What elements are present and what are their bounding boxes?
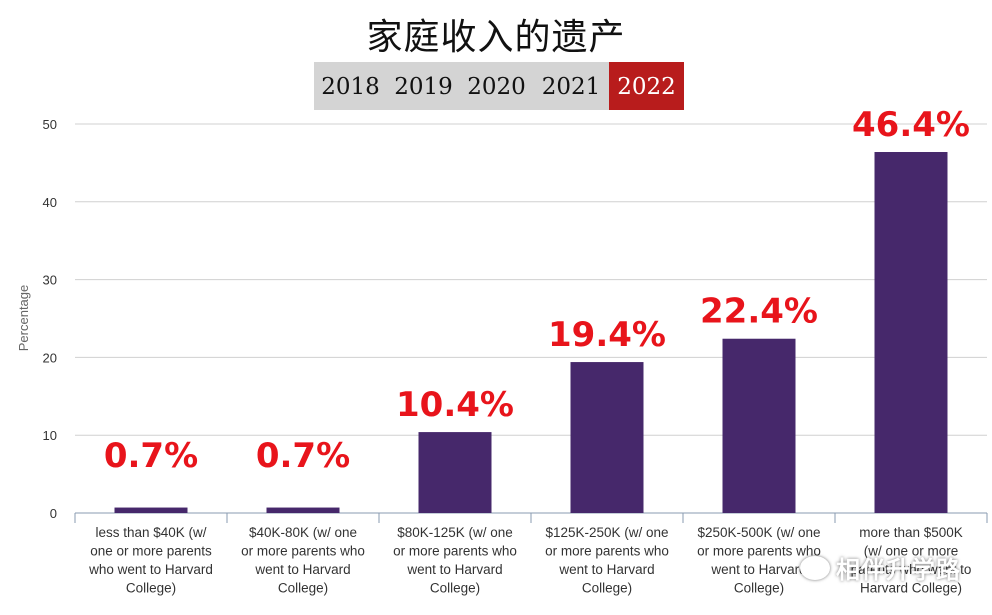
x-tick-label: went to Harvard: [254, 562, 350, 577]
watermark-text: 相伴升学路: [836, 556, 961, 584]
x-tick-label: went to Harvard: [710, 562, 806, 577]
y-tick-label: 30: [43, 273, 57, 288]
y-tick-label: 0: [50, 506, 57, 521]
data-label: 22.4%: [700, 292, 818, 332]
y-tick-label: 50: [43, 117, 57, 132]
y-tick-label: 20: [43, 350, 57, 365]
year-tab-bar: 2018 2019 2020 2021 2022: [314, 62, 684, 110]
bar: [874, 152, 948, 513]
x-tick-label: went to Harvard: [406, 562, 502, 577]
bar: [418, 432, 492, 513]
x-tick-label: parents who went to: [851, 562, 972, 577]
tab-2020[interactable]: 2020: [467, 74, 526, 100]
x-tick-label: College): [734, 581, 784, 596]
bar: [114, 507, 188, 513]
bar: [722, 338, 796, 513]
data-label: 46.4%: [852, 105, 970, 145]
x-tick-label: College): [430, 581, 480, 596]
y-axis-label: Percentage: [16, 285, 31, 352]
data-label: 0.7%: [104, 436, 198, 476]
x-tick-label: College): [582, 581, 632, 596]
x-tick-label: less than $40K (w/: [95, 525, 206, 540]
y-tick-label: 10: [43, 428, 57, 443]
chart-title: 家庭收入的遗产: [366, 17, 626, 58]
bar: [266, 507, 340, 513]
x-tick-label: $125K-250K (w/ one: [545, 525, 668, 540]
x-tick-label: College): [278, 581, 328, 596]
x-tick-label: one or more parents: [90, 544, 212, 559]
x-tick-label: or more parents who: [241, 544, 365, 559]
x-tick-label: or more parents who: [697, 544, 821, 559]
y-tick-label: 40: [43, 195, 57, 210]
tab-2019[interactable]: 2019: [394, 74, 453, 100]
x-tick-label: or more parents who: [545, 544, 669, 559]
x-tick-label: Harvard College): [860, 581, 962, 596]
data-label: 10.4%: [396, 385, 514, 425]
watermark: 相伴升学路: [800, 550, 961, 585]
x-tick-label: or more parents who: [393, 544, 517, 559]
tab-2021[interactable]: 2021: [541, 74, 601, 100]
data-label: 0.7%: [256, 436, 350, 476]
tab-2022[interactable]: 2022: [609, 62, 684, 110]
x-tick-label: $250K-500K (w/ one: [697, 525, 820, 540]
tab-2018[interactable]: 2018: [321, 74, 380, 100]
x-tick-label: $40K-80K (w/ one: [249, 525, 357, 540]
x-tick-label: College): [126, 581, 176, 596]
x-tick-label: more than $500K: [859, 525, 963, 540]
wechat-icon: [800, 555, 830, 580]
x-tick-label: went to Harvard: [558, 562, 654, 577]
data-label: 19.4%: [548, 315, 666, 355]
x-tick-label: who went to Harvard: [88, 562, 213, 577]
x-tick-label: (w/ one or more: [864, 544, 959, 559]
x-tick-label: $80K-125K (w/ one: [397, 525, 513, 540]
bar: [570, 362, 644, 513]
